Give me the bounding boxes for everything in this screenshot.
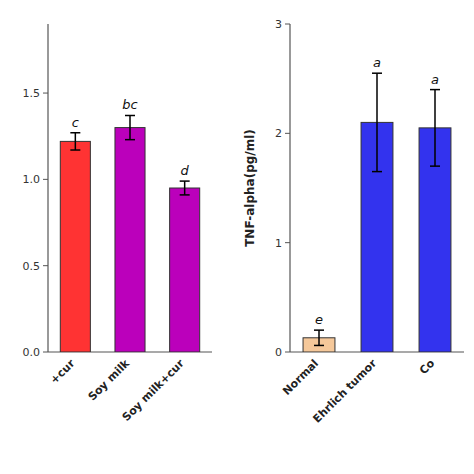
- annotation: c: [72, 115, 79, 130]
- bars: [303, 73, 451, 352]
- error-cap: [125, 115, 135, 117]
- error-cap: [372, 171, 382, 173]
- y-tick-label: 2: [275, 127, 282, 140]
- error-bar: [180, 181, 190, 195]
- y-axis: [289, 24, 290, 352]
- bar: [170, 188, 200, 352]
- bars: [60, 115, 199, 352]
- y-tick-label: 1: [275, 237, 282, 250]
- chart-root: 0.0 0.5 1.0 1.5 c bc d +cur Soy milkSoy milk+cur…: [0, 0, 474, 474]
- y-tick-label: 0.5: [23, 260, 41, 273]
- y-tick-label: 0: [275, 346, 282, 359]
- error-cap: [125, 139, 135, 141]
- y-tick-label: 1.5: [23, 87, 41, 100]
- y-tick: [43, 179, 48, 180]
- y-tick: [43, 265, 48, 266]
- bar: [115, 128, 145, 352]
- x-tick-label: Normal: [280, 357, 321, 398]
- error-cap: [180, 180, 190, 182]
- annotation: e: [315, 312, 323, 327]
- y-tick-label: 1.0: [23, 173, 41, 186]
- y-tick: [285, 24, 290, 25]
- error-cap: [314, 329, 324, 331]
- x-tick-label: Co: [417, 357, 438, 378]
- y-tick: [285, 133, 290, 134]
- error-bar: [125, 115, 135, 139]
- y-tick-label: 0.0: [23, 346, 41, 359]
- error-bar: [430, 90, 440, 167]
- bar: [60, 141, 90, 352]
- error-line: [434, 90, 436, 167]
- y-tick-label: 3: [275, 18, 282, 31]
- error-line: [318, 330, 320, 345]
- panel: 0.0 0.5 1.0 1.5 c bc d +cur Soy milkSoy milk+cur: [23, 24, 213, 424]
- error-line: [75, 133, 77, 150]
- error-line: [376, 73, 378, 171]
- error-bar: [70, 133, 80, 150]
- error-cap: [430, 165, 440, 167]
- y-axis-label: TNF-alpha(pg/ml): [243, 129, 257, 247]
- error-bar: [372, 73, 382, 171]
- error-line: [129, 115, 131, 139]
- y-axis: [47, 24, 48, 352]
- error-cap: [314, 345, 324, 347]
- error-cap: [70, 132, 80, 134]
- x-tick-label: Ehrlich tumor: [311, 357, 380, 426]
- annotation: a: [431, 72, 439, 87]
- y-tick: [43, 93, 48, 94]
- y-tick: [43, 352, 48, 353]
- error-bar: [314, 330, 324, 345]
- error-line: [184, 181, 186, 195]
- x-tick-label: Soy milk: [86, 356, 133, 403]
- y-tick: [285, 242, 290, 243]
- annotation: a: [373, 55, 381, 70]
- x-tick-label: +cur: [48, 357, 78, 387]
- y-tick: [285, 352, 290, 353]
- error-cap: [372, 72, 382, 74]
- error-cap: [180, 194, 190, 196]
- annotation: d: [181, 163, 190, 178]
- error-cap: [430, 89, 440, 91]
- x-tick-label: Soy milk+cur: [120, 357, 187, 424]
- panel: 0 1 2 3 e a a NormalEhrlich tumor Co TNF-alpha(pg…: [243, 18, 464, 426]
- annotation: bc: [122, 97, 137, 112]
- error-cap: [70, 149, 80, 151]
